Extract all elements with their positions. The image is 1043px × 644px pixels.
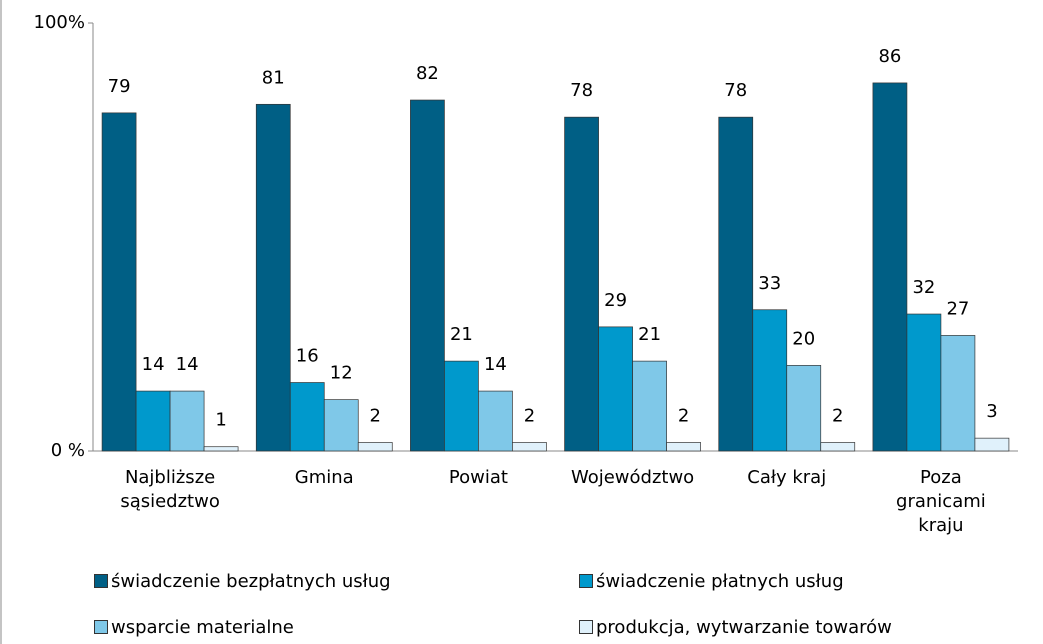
y-tick-label: 0 %	[51, 440, 85, 461]
value-label: 14	[176, 354, 199, 375]
legend-swatch	[94, 574, 108, 588]
y-tick-label: 100%	[34, 12, 85, 33]
legend-label: produkcja, wytwarzanie towarów	[596, 617, 892, 638]
bar	[255, 103, 291, 452]
value-label: 14	[142, 354, 165, 375]
value-label: 78	[724, 80, 747, 101]
bar	[357, 442, 393, 452]
value-label: 21	[450, 324, 473, 345]
value-label: 33	[758, 273, 781, 294]
bar	[940, 335, 976, 452]
legend-swatch	[94, 620, 108, 634]
value-label: 16	[296, 346, 319, 367]
bar	[444, 360, 479, 452]
bar	[872, 82, 908, 452]
legend-label: świadczenie płatnych usług	[596, 571, 844, 592]
legend-entry: produkcja, wytwarzanie towarów	[579, 617, 892, 639]
bar	[786, 365, 822, 452]
x-tick-label: Województwo	[570, 467, 695, 488]
value-label: 12	[330, 363, 353, 384]
value-label: 2	[832, 405, 843, 426]
bar	[323, 399, 359, 452]
value-label: 2	[678, 405, 689, 426]
bar	[820, 442, 856, 452]
x-tick-label: Najbliższe sąsiedztwo	[120, 467, 220, 512]
legend-label: świadczenie bezpłatnych usług	[111, 571, 391, 592]
legend-entry: świadczenie bezpłatnych usług	[94, 571, 391, 593]
value-label: 27	[946, 298, 969, 319]
bar	[101, 112, 137, 452]
value-label: 82	[416, 63, 439, 84]
legend-label: wsparcie materialne	[111, 617, 294, 638]
legend-swatch	[579, 620, 593, 634]
value-label: 2	[370, 405, 381, 426]
legend-swatch	[579, 574, 593, 588]
value-label: 79	[108, 76, 131, 97]
bar	[906, 313, 942, 452]
bar	[169, 390, 205, 452]
bar	[512, 442, 547, 452]
bar	[974, 437, 1010, 452]
value-label: 81	[262, 67, 285, 88]
value-label: 1	[215, 410, 226, 431]
value-label: 32	[912, 277, 935, 298]
bar	[718, 116, 754, 452]
value-label: 14	[484, 354, 507, 375]
value-label: 3	[986, 401, 997, 422]
bar	[410, 99, 445, 452]
x-tick-label: Cały kraj	[747, 467, 827, 488]
bar	[598, 326, 633, 452]
bar	[135, 390, 171, 452]
x-tick-label: Gmina	[294, 467, 354, 488]
x-tick-label: Powiat	[448, 467, 508, 488]
bar	[752, 309, 788, 452]
bar	[203, 446, 239, 452]
value-label: 2	[524, 405, 535, 426]
bar	[478, 390, 513, 452]
bar	[632, 360, 667, 452]
value-label: 86	[878, 46, 901, 67]
bar	[666, 442, 701, 452]
x-tick-label: Poza granicami kraju	[896, 467, 986, 536]
value-label: 78	[570, 80, 593, 101]
legend-entry: wsparcie materialne	[94, 617, 294, 639]
value-label: 21	[638, 324, 661, 345]
legend-entry: świadczenie płatnych usług	[579, 571, 844, 593]
bar	[564, 116, 599, 452]
bar	[289, 382, 325, 452]
value-label: 20	[792, 328, 815, 349]
value-label: 29	[604, 290, 627, 311]
